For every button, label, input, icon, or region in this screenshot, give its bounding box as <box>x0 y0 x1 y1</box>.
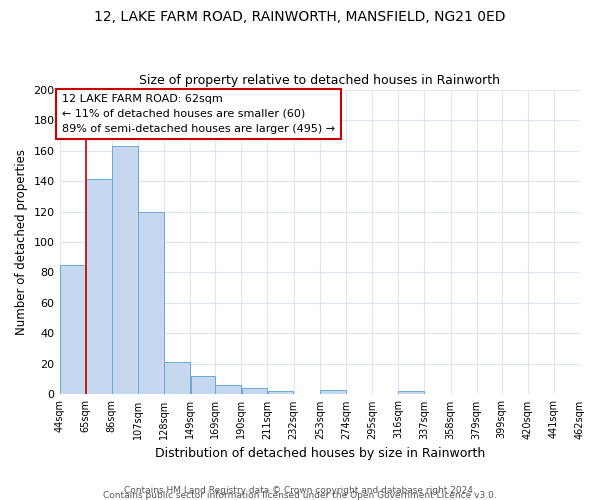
Bar <box>268 392 293 394</box>
Bar <box>86 180 112 394</box>
Text: 12 LAKE FARM ROAD: 62sqm
← 11% of detached houses are smaller (60)
89% of semi-d: 12 LAKE FARM ROAD: 62sqm ← 11% of detach… <box>62 94 335 134</box>
Bar <box>138 212 164 394</box>
Bar <box>242 388 267 394</box>
Bar <box>60 265 85 394</box>
X-axis label: Distribution of detached houses by size in Rainworth: Distribution of detached houses by size … <box>155 447 485 460</box>
Title: Size of property relative to detached houses in Rainworth: Size of property relative to detached ho… <box>139 74 500 87</box>
Text: Contains public sector information licensed under the Open Government Licence v3: Contains public sector information licen… <box>103 491 497 500</box>
Text: Contains HM Land Registry data © Crown copyright and database right 2024.: Contains HM Land Registry data © Crown c… <box>124 486 476 495</box>
Bar <box>320 390 346 394</box>
Y-axis label: Number of detached properties: Number of detached properties <box>15 149 28 335</box>
Bar <box>398 392 424 394</box>
Bar <box>215 386 241 394</box>
Bar <box>164 362 190 394</box>
Bar <box>191 376 215 394</box>
Text: 12, LAKE FARM ROAD, RAINWORTH, MANSFIELD, NG21 0ED: 12, LAKE FARM ROAD, RAINWORTH, MANSFIELD… <box>94 10 506 24</box>
Bar <box>112 146 138 394</box>
